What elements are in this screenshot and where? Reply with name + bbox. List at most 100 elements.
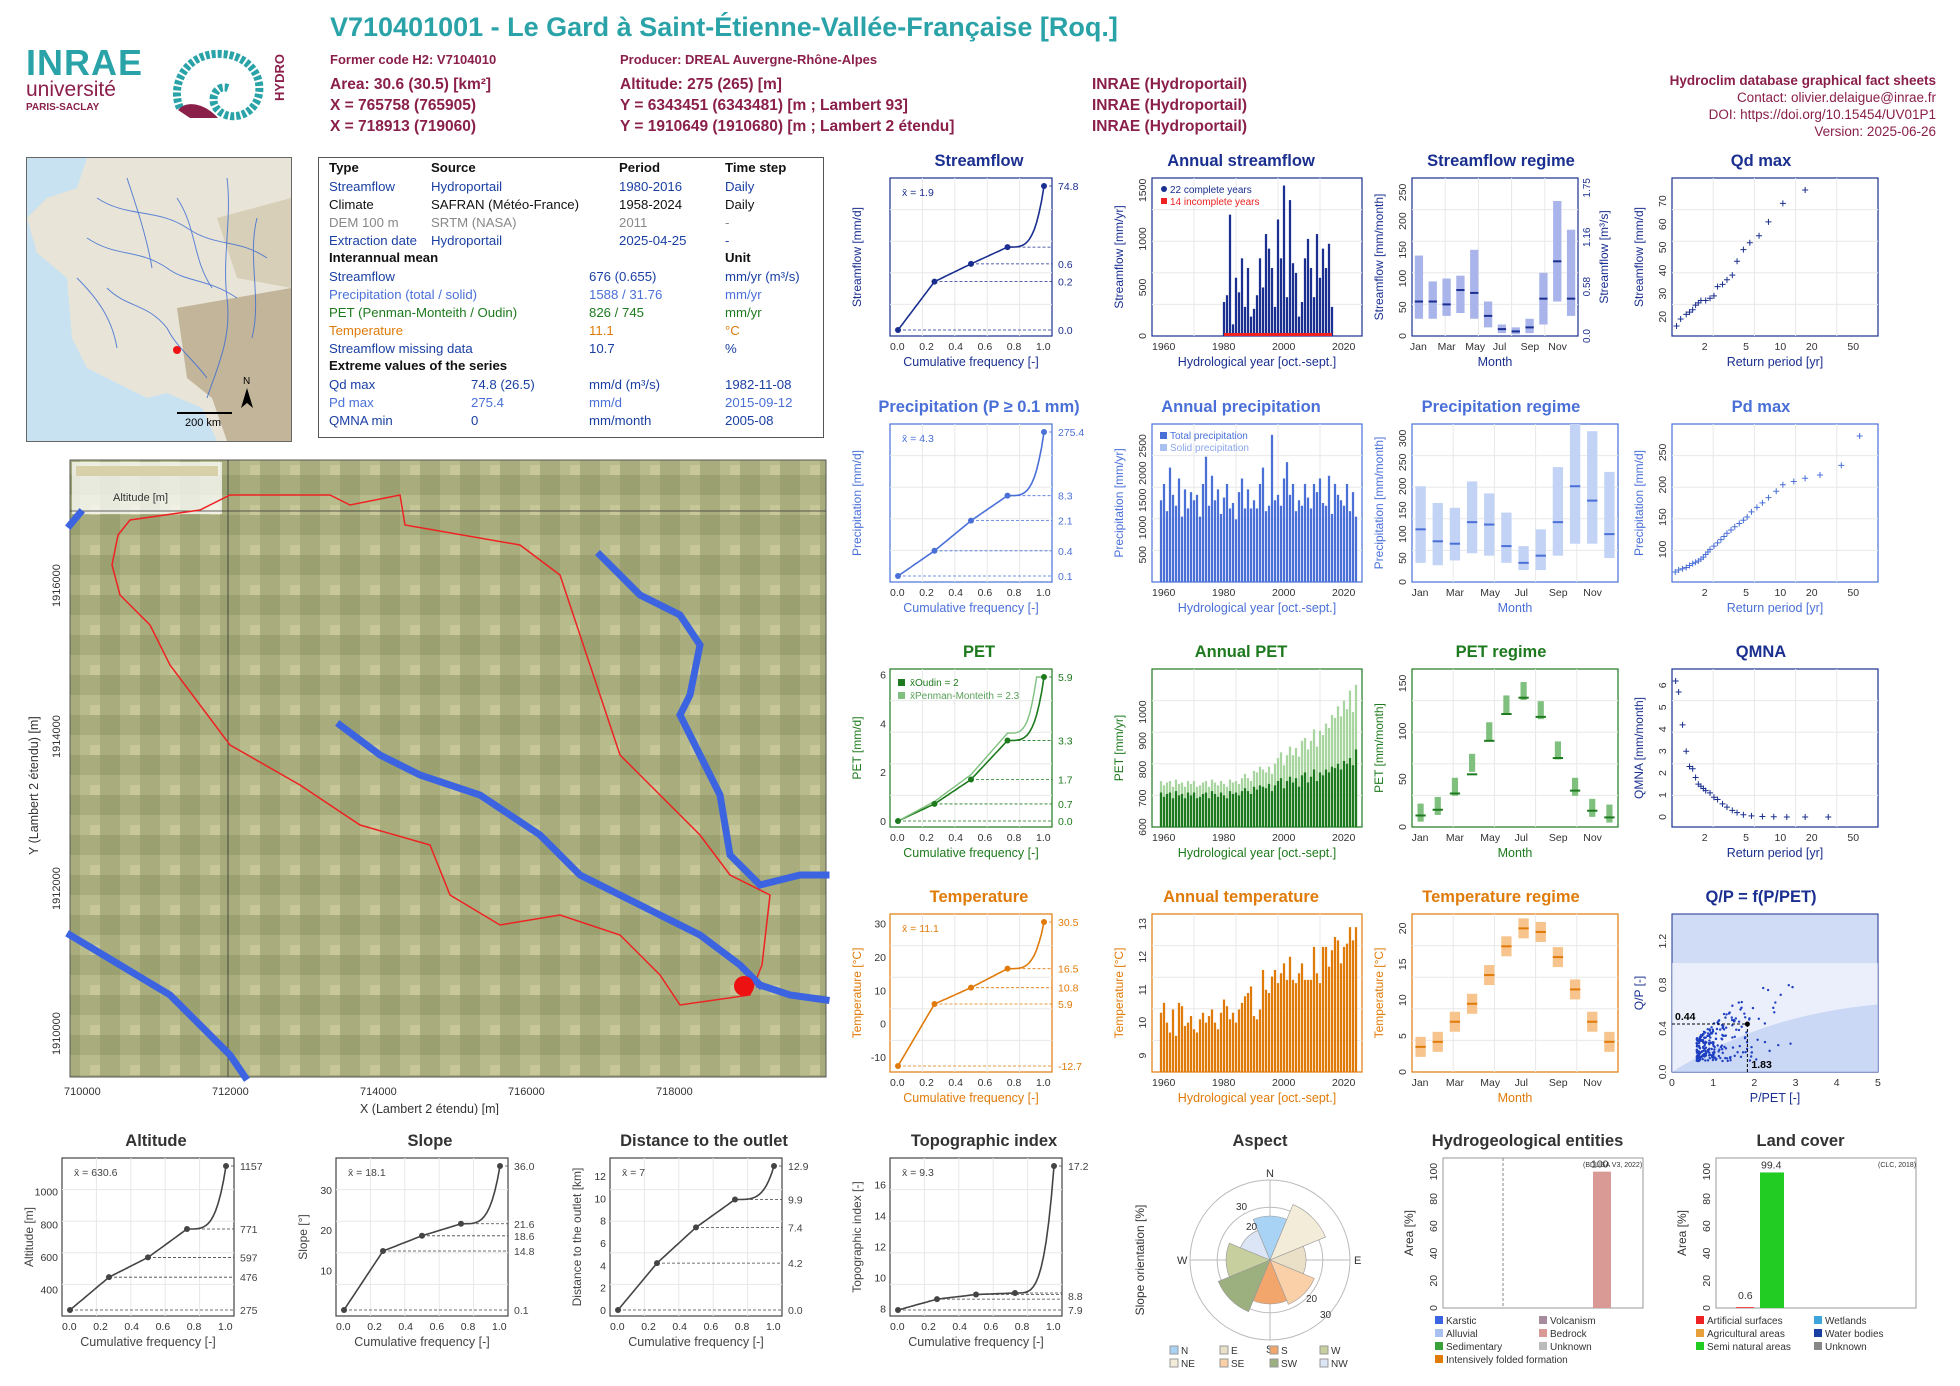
x-tick-label: 0.6 bbox=[984, 1321, 999, 1333]
regime-box bbox=[1470, 249, 1479, 319]
data-point bbox=[1702, 1030, 1706, 1034]
y-tick-label: 0.4 bbox=[1657, 1021, 1669, 1036]
mean-precip-unit: mm/yr bbox=[725, 287, 762, 302]
panel-temperature_regime: Temperature regime Jan Mar May Jul Sep Nov 0 5 10… bbox=[1370, 888, 1632, 1132]
regime-box bbox=[1525, 318, 1534, 334]
data-point bbox=[1701, 1054, 1704, 1057]
data-point bbox=[1699, 1055, 1702, 1059]
legend-swatch bbox=[1435, 1342, 1443, 1350]
right-tick-label: 1.7 bbox=[1058, 775, 1073, 787]
mean-label: x̄ = 630.6 bbox=[74, 1167, 118, 1179]
legend-swatch bbox=[1814, 1329, 1822, 1337]
doi-link[interactable]: DOI: https://doi.org/10.15454/UV01P1 bbox=[1708, 107, 1936, 122]
data-point bbox=[1695, 1059, 1698, 1062]
data-point bbox=[1773, 1011, 1776, 1014]
bar bbox=[1237, 492, 1241, 582]
y-tick-label: 500 bbox=[1137, 279, 1149, 297]
x-tick-label: 50 bbox=[1847, 587, 1859, 599]
x-axis-label: Cumulative frequency [-] bbox=[908, 1335, 1043, 1349]
hydro-swirl-icon bbox=[172, 49, 264, 121]
head-timestep: Time step bbox=[725, 160, 787, 175]
ring-label: 20 bbox=[1246, 1222, 1258, 1233]
basin-map: Altitude [m] 710000 712000 714000 716000… bbox=[0, 455, 840, 1116]
bar bbox=[1225, 295, 1229, 336]
bar bbox=[1318, 478, 1322, 582]
data-point bbox=[1711, 1030, 1715, 1033]
y-tick-label: 70 bbox=[1657, 195, 1669, 207]
bar bbox=[1174, 791, 1178, 827]
y-tick-label: 600 bbox=[1137, 818, 1149, 836]
data-point bbox=[1723, 804, 1730, 811]
data-point bbox=[1740, 811, 1747, 818]
y-tick-label: 100 bbox=[1428, 1163, 1440, 1181]
bar bbox=[1171, 1009, 1175, 1072]
regime-box bbox=[1535, 529, 1546, 571]
contact[interactable]: Contact: olivier.delaigue@inrae.fr bbox=[1736, 90, 1936, 105]
data-point bbox=[1686, 562, 1693, 569]
y-tick-label: 6 bbox=[600, 1238, 606, 1250]
y-tick-label: 11 bbox=[1137, 984, 1149, 995]
data-point bbox=[1701, 1046, 1705, 1049]
x-tick-label: 2020 bbox=[1332, 832, 1356, 844]
regime-box bbox=[1432, 503, 1443, 566]
x-tick-label: 0.2 bbox=[919, 1077, 934, 1089]
legend-label: NE bbox=[1181, 1359, 1195, 1370]
bar bbox=[1252, 1016, 1256, 1072]
data-point bbox=[1710, 292, 1717, 299]
regime-box bbox=[1501, 512, 1512, 563]
data-point bbox=[1737, 1028, 1741, 1032]
y-tick-label: 1000 bbox=[1137, 516, 1149, 540]
x-tick-label: 2000 bbox=[1272, 587, 1296, 599]
y-tick-label: 0 bbox=[1397, 1069, 1409, 1075]
data-point bbox=[1743, 1012, 1746, 1015]
data-point bbox=[1715, 1027, 1719, 1031]
chart-title: Precipitation (P ≥ 0.1 mm) bbox=[878, 398, 1080, 416]
regime-box bbox=[1571, 777, 1579, 796]
bar bbox=[1189, 795, 1193, 827]
x-tick-label: 0.0 bbox=[890, 832, 905, 844]
data-point bbox=[1718, 1048, 1721, 1051]
head-source: Source bbox=[431, 160, 476, 175]
y-tick-label: 10 bbox=[320, 1265, 332, 1277]
data-point bbox=[1695, 1055, 1699, 1058]
bar bbox=[1303, 483, 1307, 582]
bar bbox=[1291, 483, 1295, 582]
y-axis-label: PET [mm/d] bbox=[850, 716, 864, 779]
bar bbox=[1273, 969, 1277, 1072]
y-axis-label: Streamflow [mm/d] bbox=[1632, 207, 1646, 307]
x-tick-label: 1960 bbox=[1152, 587, 1176, 599]
y-tick-label: 0 bbox=[1428, 1305, 1440, 1311]
data-point bbox=[1724, 1016, 1727, 1019]
mean-streamflow-unit: mm/yr (m³/s) bbox=[725, 269, 800, 284]
right-tick-label: 476 bbox=[240, 1272, 258, 1284]
legend-label: E bbox=[1231, 1346, 1238, 1357]
x-lambert93: X = 765758 (765905) bbox=[330, 97, 477, 114]
producer: Producer: DREAL Auvergne-Rhône-Alpes bbox=[620, 52, 878, 67]
chart-svg: 30.5 16.5 10.8 5.9 -12.7 0.0 0.2 0.4 0.6 0.8 1.0 -1… bbox=[850, 913, 1082, 1105]
regime-box bbox=[1604, 471, 1615, 559]
data-point bbox=[1773, 488, 1780, 495]
bar bbox=[1192, 792, 1196, 827]
x-tick-label: 1.0 bbox=[766, 1321, 781, 1333]
bar bbox=[1198, 1019, 1202, 1072]
source-1: INRAE (Hydroportail) bbox=[1092, 76, 1247, 93]
bar bbox=[1165, 1022, 1169, 1072]
x-tick-label: 5 bbox=[1743, 341, 1749, 353]
page-title: V710401001 - Le Gard à Saint-Étienne-Val… bbox=[330, 12, 1118, 42]
y-tick-label: 2 bbox=[1657, 770, 1669, 776]
bar bbox=[1243, 306, 1247, 336]
bar bbox=[1267, 505, 1271, 582]
france-map-svg: 200 km N bbox=[27, 158, 291, 441]
bar bbox=[1282, 185, 1286, 336]
legend-swatch bbox=[1319, 1358, 1329, 1368]
bar bbox=[1258, 483, 1262, 582]
regime-box bbox=[1537, 701, 1544, 720]
bar bbox=[1255, 508, 1259, 582]
period-streamflow: 1980-2016 bbox=[619, 179, 683, 194]
data-point bbox=[1729, 1059, 1732, 1062]
y-tick-label: 0 bbox=[1397, 333, 1409, 339]
x-tick-label: 0.6 bbox=[978, 832, 993, 844]
y-tick-label: 1000 bbox=[1137, 700, 1149, 724]
data-point bbox=[1768, 1049, 1771, 1053]
y-tick-label: 40 bbox=[1701, 1247, 1713, 1259]
